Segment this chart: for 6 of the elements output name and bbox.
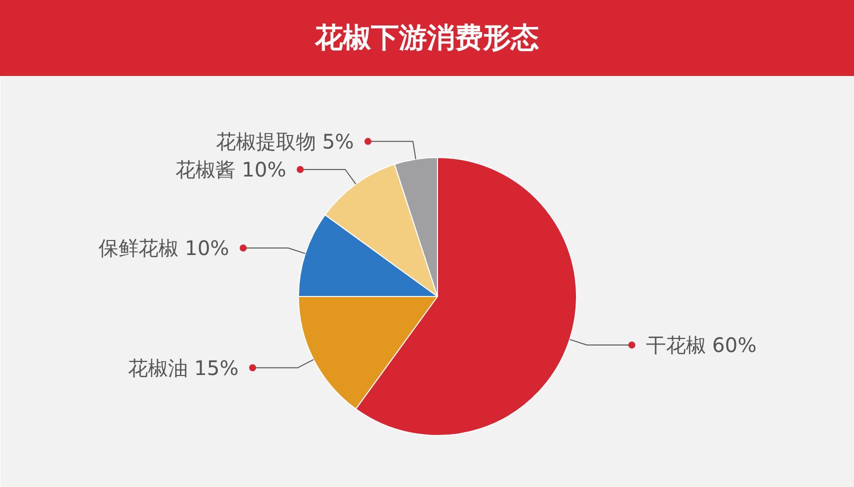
slice-label: 保鲜花椒 10%: [98, 236, 230, 260]
slice-label: 花椒提取物 5%: [216, 129, 354, 154]
slice-label: 干花椒 60%: [646, 333, 757, 358]
chart-title: 花椒下游消费形态: [315, 20, 539, 56]
slice-label: 花椒油 15%: [128, 356, 239, 380]
slice-label: 花椒酱 10%: [175, 157, 286, 182]
